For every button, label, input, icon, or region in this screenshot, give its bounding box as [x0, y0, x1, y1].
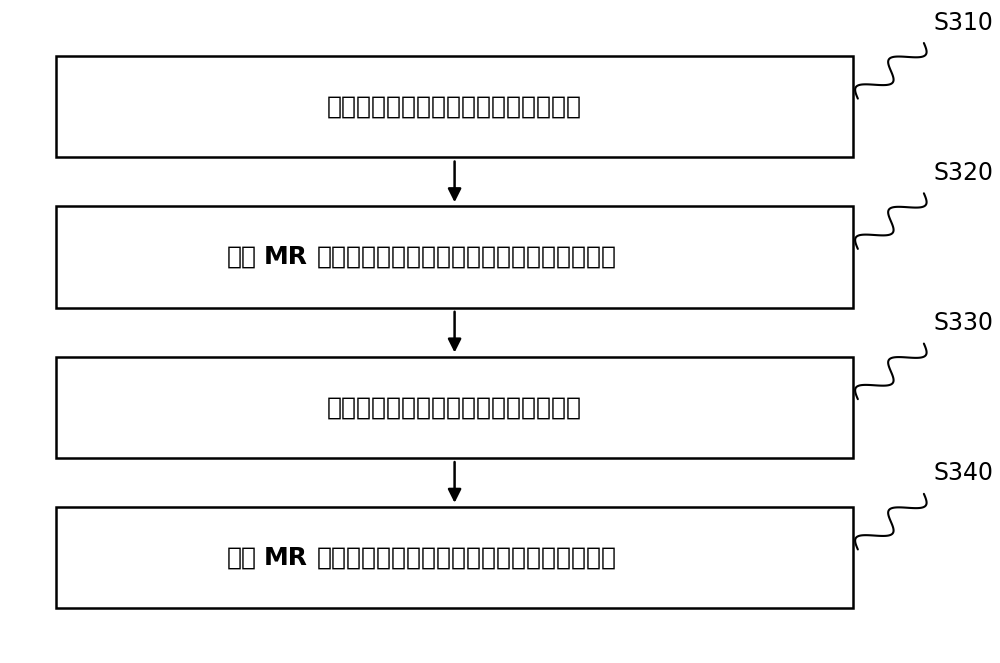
Text: S320: S320 — [933, 161, 993, 185]
Text: S330: S330 — [933, 311, 993, 335]
Text: 图像的血管识别阈值对血管组织进行三维重建: 图像的血管识别阈值对血管组织进行三维重建 — [317, 245, 617, 269]
FancyBboxPatch shape — [56, 56, 853, 157]
Text: 图像的肿瘤识别阈值对肿瘤组织进行三维重建: 图像的肿瘤识别阈值对肿瘤组织进行三维重建 — [317, 546, 617, 570]
Text: MR: MR — [263, 245, 307, 269]
Text: 设定用于识别血管组织的血管识别阈值: 设定用于识别血管组织的血管识别阈值 — [327, 95, 582, 119]
Text: S340: S340 — [933, 461, 993, 485]
Text: 设定用于识别肿瘤组织的肿瘤识别阈值: 设定用于识别肿瘤组织的肿瘤识别阈值 — [327, 395, 582, 419]
FancyBboxPatch shape — [56, 357, 853, 458]
Text: 根据: 根据 — [227, 245, 257, 269]
FancyBboxPatch shape — [56, 206, 853, 308]
Text: S310: S310 — [933, 11, 993, 34]
Text: 根据: 根据 — [227, 546, 257, 570]
Text: MR: MR — [263, 546, 307, 570]
FancyBboxPatch shape — [56, 507, 853, 608]
